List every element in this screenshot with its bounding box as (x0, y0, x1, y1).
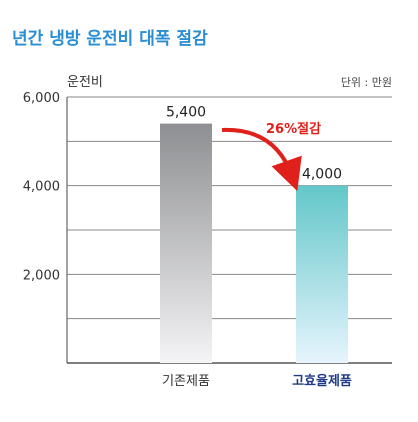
bar-2 (296, 185, 348, 363)
y-tick-label: 6,000 (23, 91, 60, 106)
unit-note: 단위 : 만원 (341, 76, 392, 89)
y-tick-label: 2,000 (23, 268, 60, 283)
reduction-annotation: 26%절감 (266, 122, 321, 137)
bar-value-label: 4,000 (302, 167, 342, 183)
y-axis-label: 운전비 (67, 75, 103, 90)
category-label: 고효율제품 (292, 373, 352, 389)
category-label: 기존제품 (162, 374, 210, 389)
chart-title: 년간 냉방 운전비 대폭 절감 (12, 29, 208, 49)
bar-value-label: 5,400 (166, 105, 206, 121)
reduction-arrow (221, 127, 302, 192)
y-tick-label: 4,000 (23, 180, 60, 195)
bar-1 (160, 123, 212, 363)
